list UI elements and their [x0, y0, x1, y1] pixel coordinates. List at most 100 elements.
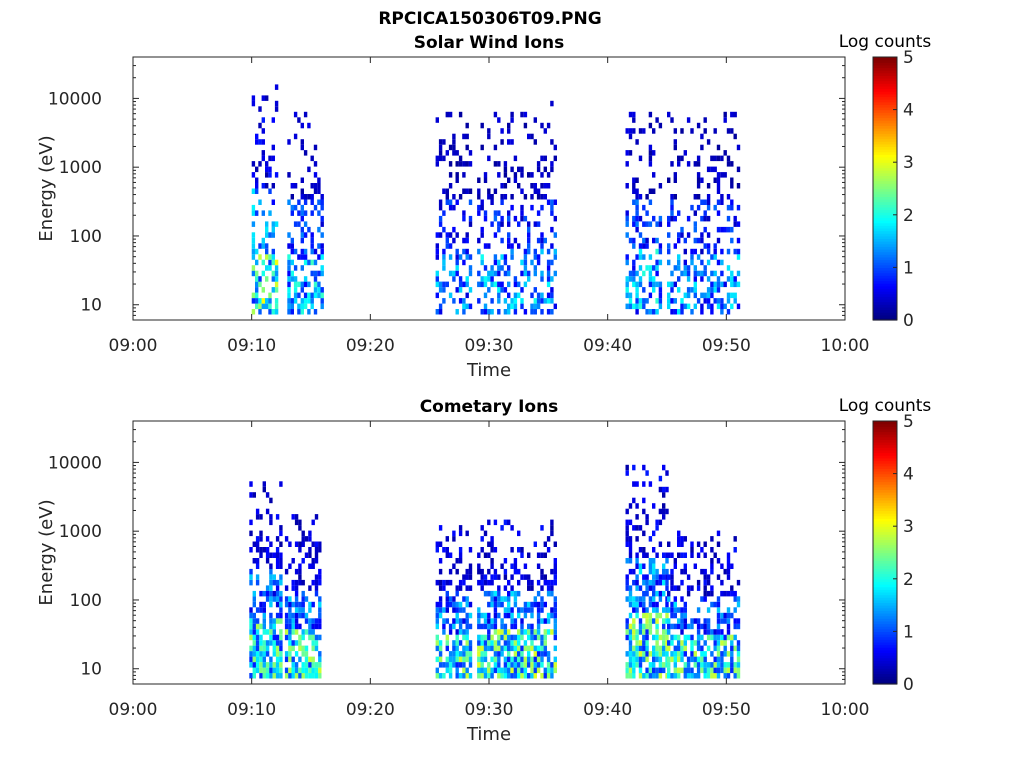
- heatmap-cell: [493, 547, 498, 553]
- heatmap-cell: [628, 552, 633, 558]
- heatmap-cell: [448, 270, 453, 277]
- heatmap-cell: [523, 111, 528, 118]
- heatmap-cell: [452, 139, 456, 145]
- heatmap-cell: [249, 547, 253, 553]
- colorbar-segment: [873, 662, 897, 667]
- heatmap-cell: [716, 199, 721, 205]
- heatmap-cell: [477, 248, 481, 255]
- heatmap-cell: [635, 281, 639, 288]
- heatmap-cell: [317, 188, 321, 194]
- heatmap-cell: [438, 215, 443, 222]
- heatmap-cell: [503, 259, 508, 266]
- heatmap-cell: [645, 519, 649, 526]
- heatmap-cell: [462, 161, 466, 167]
- heatmap-cell: [680, 667, 684, 674]
- heatmap-cell: [652, 590, 656, 597]
- heatmap-cell: [500, 629, 504, 635]
- heatmap-cell: [510, 298, 514, 304]
- heatmap-cell: [730, 199, 734, 205]
- heatmap-cell: [655, 645, 659, 652]
- heatmap-cell: [279, 601, 283, 608]
- heatmap-cell: [279, 651, 283, 657]
- heatmap-cell: [696, 634, 701, 641]
- heatmap-cell: [297, 117, 301, 123]
- heatmap-cell: [269, 590, 273, 597]
- heatmap-cell: [252, 640, 256, 646]
- colorbar-segment: [873, 222, 897, 226]
- heatmap-cell: [269, 612, 273, 619]
- colorbar-segment: [873, 678, 897, 682]
- heatmap-cell: [546, 183, 551, 189]
- heatmap-cell: [513, 656, 518, 663]
- heatmap-cell: [710, 536, 714, 542]
- heatmap-cell: [483, 673, 488, 679]
- heatmap-cell: [720, 651, 724, 657]
- heatmap-cell: [493, 270, 498, 277]
- heatmap-cell: [493, 111, 498, 118]
- heatmap-cell: [667, 629, 671, 635]
- heatmap-cell: [690, 248, 694, 255]
- heatmap-cell: [255, 563, 260, 569]
- heatmap-cell: [269, 640, 273, 646]
- heatmap-cell: [733, 607, 737, 613]
- heatmap-cell: [442, 287, 446, 293]
- heatmap-cell: [500, 651, 504, 657]
- heatmap-cell: [442, 579, 446, 586]
- heatmap-cell: [500, 199, 504, 205]
- colorbar-segment: [873, 594, 897, 598]
- heatmap-cell: [261, 259, 265, 266]
- heatmap-cell: [706, 166, 711, 173]
- heatmap-cell: [487, 128, 491, 134]
- heatmap-cell: [553, 270, 557, 277]
- colorbar-segment: [873, 227, 897, 232]
- heatmap-cell: [677, 309, 681, 315]
- heatmap-cell: [452, 270, 456, 277]
- heatmap-cell: [507, 122, 511, 129]
- heatmap-cell: [493, 656, 498, 663]
- heatmap-cell: [693, 618, 697, 624]
- heatmap-cell: [507, 221, 511, 227]
- heatmap-cell: [455, 629, 459, 635]
- heatmap-cell: [252, 596, 256, 602]
- heatmap-cell: [632, 673, 636, 679]
- heatmap-cell: [438, 303, 443, 310]
- heatmap-cell: [507, 519, 511, 526]
- heatmap-cell: [279, 618, 283, 624]
- heatmap-cell: [667, 215, 671, 222]
- colorbar-segment: [873, 120, 897, 124]
- heatmap-cell: [733, 133, 737, 140]
- heatmap-cell: [507, 281, 511, 288]
- heatmap-cell: [720, 281, 724, 288]
- heatmap-cell: [700, 667, 704, 674]
- heatmap-cell: [720, 309, 724, 315]
- heatmap-cell: [442, 281, 446, 288]
- heatmap-cell: [271, 226, 275, 233]
- heatmap-cell: [736, 579, 741, 586]
- x-tick-label: 09:40: [583, 336, 632, 356]
- heatmap-cell: [527, 607, 531, 613]
- heatmap-cell: [275, 547, 280, 553]
- heatmap-cell: [677, 210, 681, 216]
- heatmap-cell: [540, 248, 544, 255]
- heatmap-cell: [255, 629, 260, 635]
- heatmap-cell: [301, 651, 305, 657]
- heatmap-cell: [683, 259, 687, 266]
- heatmap-cell: [274, 303, 279, 310]
- heatmap-cell: [452, 536, 456, 542]
- heatmap-cell: [279, 656, 283, 663]
- heatmap-cell: [314, 514, 319, 520]
- heatmap-cell: [673, 667, 677, 674]
- heatmap-cell: [628, 503, 633, 509]
- heatmap-cell: [452, 601, 456, 608]
- heatmap-cell: [465, 292, 469, 299]
- heatmap-cell: [686, 656, 691, 663]
- heatmap-cell: [645, 667, 649, 674]
- heatmap-cell: [275, 645, 280, 652]
- heatmap-cell: [693, 563, 697, 569]
- heatmap-cell: [703, 590, 707, 597]
- heatmap-cell: [517, 634, 521, 641]
- heatmap-cell: [503, 194, 508, 200]
- heatmap-cell: [510, 574, 514, 580]
- colorbar-segment: [873, 128, 897, 132]
- heatmap-cell: [520, 673, 524, 679]
